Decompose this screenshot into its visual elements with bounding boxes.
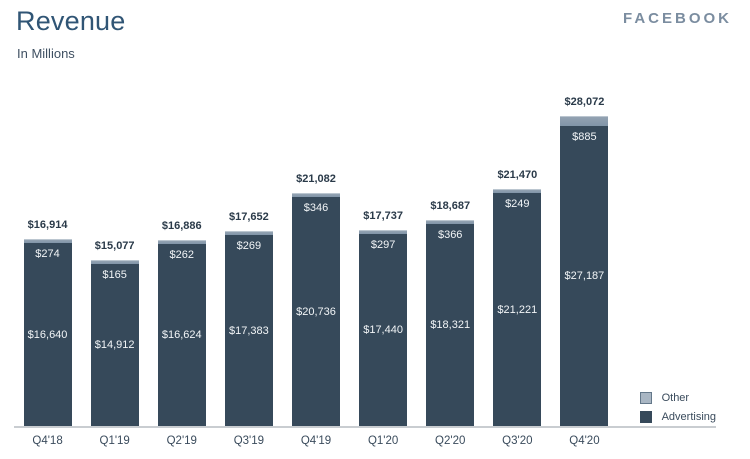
bar-segment-advertising: $269 $17,383 xyxy=(224,235,273,426)
bar-column-Q1'20: $17,737 $297 $17,440 xyxy=(350,210,417,426)
bar-segment-advertising: $249 $21,221 xyxy=(493,193,542,426)
page-title: Revenue xyxy=(16,6,126,36)
other-value-label: $262 xyxy=(169,249,194,261)
bar-total-label: $28,072 xyxy=(564,96,605,108)
bar-column-Q4'20: $28,072 $885 $27,187 xyxy=(551,96,618,426)
other-value-label: $885 xyxy=(572,131,597,143)
legend-item-advertising: Advertising xyxy=(639,411,716,423)
bar-segment-other xyxy=(493,189,542,193)
legend-label-advertising: Advertising xyxy=(661,411,716,423)
x-axis-label-Q2'20: Q2'20 xyxy=(435,435,466,447)
bar-segment-other xyxy=(23,239,72,243)
bar-total-label: $21,082 xyxy=(296,173,336,185)
legend-item-other: Other xyxy=(639,392,716,404)
bar-segment-advertising: $262 $16,624 xyxy=(157,244,206,426)
bar-total-label: $17,652 xyxy=(229,211,269,223)
bar-segment-advertising: $366 $18,321 xyxy=(426,224,475,426)
x-axis-label-Q4'20: Q4'20 xyxy=(569,435,600,447)
bar-segment-other xyxy=(560,116,609,126)
bar-total-label: $18,687 xyxy=(430,200,471,212)
bar-segment-advertising: $297 $17,440 xyxy=(359,234,408,426)
advertising-value-label: $16,640 xyxy=(27,328,68,341)
advertising-value-label: $21,221 xyxy=(497,303,538,316)
bar-total-label: $21,470 xyxy=(497,169,538,181)
advertising-value-label: $17,383 xyxy=(228,324,269,337)
stacked-bar-Q1'20: $297 $17,440 xyxy=(359,230,408,426)
bar-column-Q3'20: $21,470 $249 $21,221 xyxy=(484,169,551,426)
x-axis-label-Q4'19: Q4'19 xyxy=(300,435,332,447)
bar-column-Q1'19: $15,077 $165 $14,912 xyxy=(81,240,148,426)
x-axis-label-Q1'19: Q1'19 xyxy=(99,435,130,447)
x-axis-label-Q3'20: Q3'20 xyxy=(502,435,533,447)
legend-swatch-advertising xyxy=(639,411,652,423)
bar-column-Q2'20: $18,687 $366 $18,321 xyxy=(417,200,484,426)
advertising-value-label: $14,912 xyxy=(94,339,135,351)
other-value-label: $165 xyxy=(102,269,127,281)
other-value-label: $297 xyxy=(370,239,396,251)
other-value-label: $269 xyxy=(236,240,262,252)
other-value-label: $274 xyxy=(35,248,60,260)
legend-swatch-other xyxy=(639,392,652,404)
bar-segment-other xyxy=(157,240,206,244)
bar-total-label: $17,737 xyxy=(363,210,403,222)
stacked-bar-Q4'18: $274 $16,640 xyxy=(23,239,72,426)
bar-segment-other xyxy=(224,231,273,235)
stacked-bar-Q3'19: $269 $17,383 xyxy=(224,231,273,426)
bar-total-label: $16,914 xyxy=(27,219,68,231)
bar-column-Q2'19: $16,886 $262 $16,624 xyxy=(148,220,215,426)
bar-segment-other xyxy=(426,220,475,224)
legend: Other Advertising xyxy=(639,385,716,423)
advertising-value-label: $16,624 xyxy=(161,329,202,341)
other-value-label: $366 xyxy=(437,229,463,241)
bar-segment-advertising: $274 $16,640 xyxy=(23,243,72,426)
bar-column-Q4'18: $16,914 $274 $16,640 xyxy=(14,219,81,426)
x-axis-labels: Q4'18 Q1'19 Q2'19 Q3'19 Q4'19 Q1'20 Q2'20 Q3'20… xyxy=(14,428,618,459)
x-axis-label-Q2'19: Q2'19 xyxy=(166,435,197,447)
bar-column-Q3'19: $17,652 $269 $17,383 xyxy=(215,211,282,426)
x-axis-label-Q4'18: Q4'18 xyxy=(32,435,63,447)
bar-segment-advertising: $885 $27,187 xyxy=(560,126,609,426)
bar-total-label: $16,886 xyxy=(161,220,202,232)
legend-label-other: Other xyxy=(661,392,690,404)
bar-segment-advertising: $346 $20,736 xyxy=(291,197,340,426)
stacked-bar-Q4'19: $346 $20,736 xyxy=(291,193,340,426)
bar-segment-advertising: $165 $14,912 xyxy=(90,264,139,426)
advertising-value-label: $20,736 xyxy=(296,305,336,318)
stacked-bar-Q2'20: $366 $18,321 xyxy=(426,220,475,426)
x-axis-line xyxy=(14,426,716,428)
bar-total-label: $15,077 xyxy=(94,240,135,252)
page-subtitle: In Millions xyxy=(17,46,75,61)
other-value-label: $346 xyxy=(303,202,329,214)
x-axis-label-Q1'20: Q1'20 xyxy=(367,435,399,447)
bar-segment-other xyxy=(359,230,408,234)
chart-area: $16,914 $274 $16,640 $15,077 $165 $14,912 $16,… xyxy=(14,96,736,459)
stacked-bar-Q3'20: $249 $21,221 xyxy=(493,189,542,426)
x-axis-label-Q3'19: Q3'19 xyxy=(233,435,265,447)
stacked-bar-Q4'20: $885 $27,187 xyxy=(560,116,609,426)
other-value-label: $249 xyxy=(505,198,530,210)
facebook-logo: FACEBOOK xyxy=(622,10,732,27)
bar-column-Q4'19: $21,082 $346 $20,736 xyxy=(282,173,349,426)
bar-segment-other xyxy=(90,260,139,264)
stacked-bar-Q2'19: $262 $16,624 xyxy=(157,240,206,426)
advertising-value-label: $27,187 xyxy=(564,270,605,282)
advertising-value-label: $17,440 xyxy=(363,324,403,336)
advertising-value-label: $18,321 xyxy=(430,319,471,331)
stacked-bar-Q1'19: $165 $14,912 xyxy=(90,260,139,426)
bars-row: $16,914 $274 $16,640 $15,077 $165 $14,912 $16,… xyxy=(14,96,618,426)
bar-segment-other xyxy=(291,193,340,197)
